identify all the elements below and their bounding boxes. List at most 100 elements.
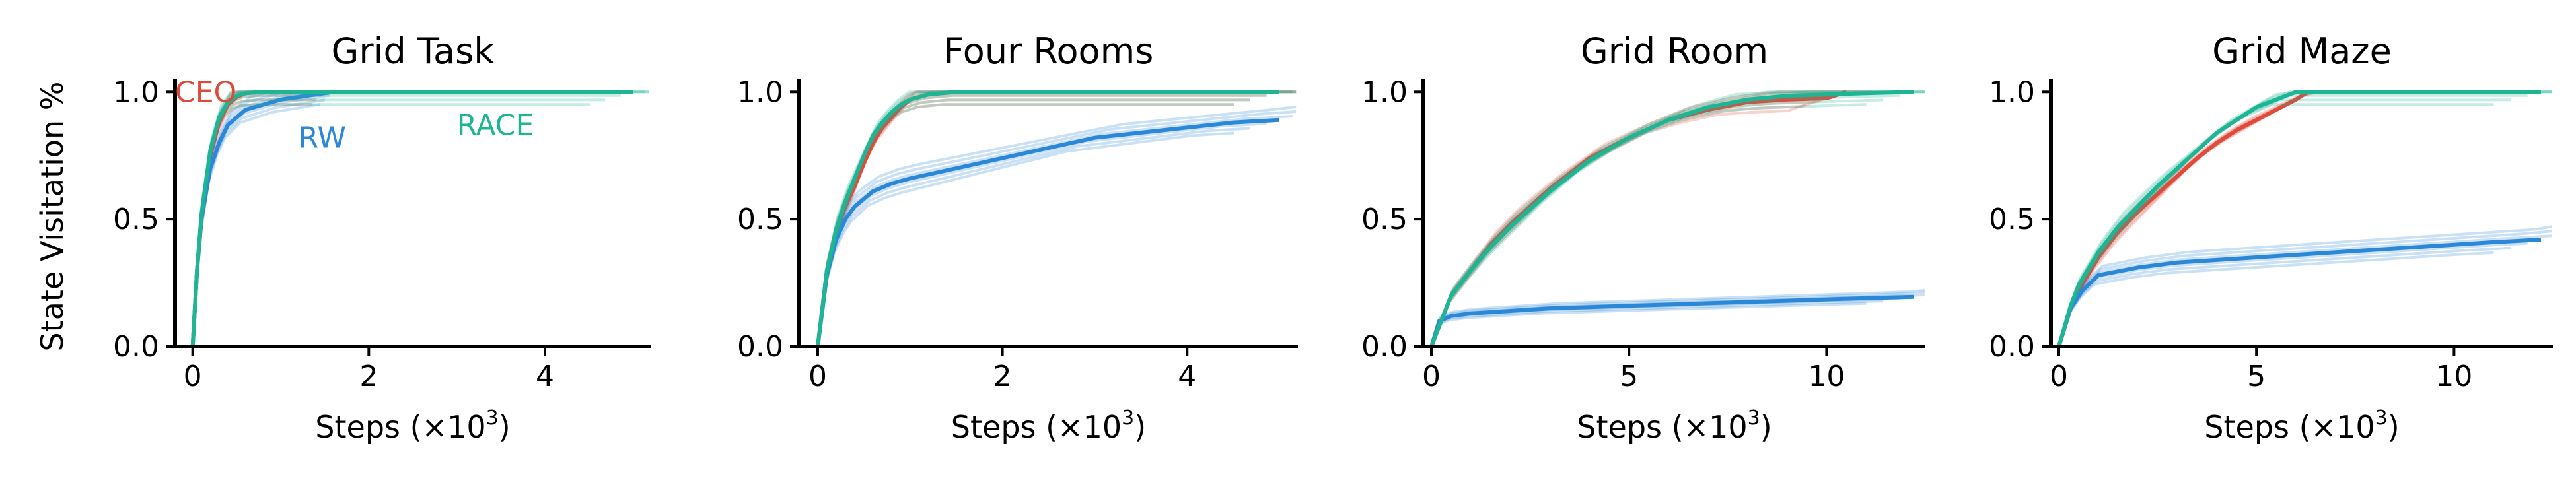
series-line-rw bbox=[1429, 294, 1914, 347]
seed-line-race bbox=[191, 90, 645, 347]
seed-line-rw bbox=[816, 110, 1297, 347]
series-race bbox=[190, 90, 649, 347]
x-axis-label: Steps (×103) bbox=[951, 407, 1146, 445]
seed-line-rw bbox=[816, 127, 1251, 347]
x-tick-label: 10 bbox=[1808, 360, 1845, 393]
panel-grid-task: Grid Task 0 2 4 0.0 0.5 1.0 Steps (×103) CEO RW RA… bbox=[113, 30, 651, 445]
seed-line-race bbox=[1430, 103, 1867, 347]
seed-line-rw bbox=[1430, 288, 1925, 347]
seed-line-rw bbox=[2057, 225, 2553, 347]
seed-line-race bbox=[2057, 98, 2511, 347]
seed-line-race bbox=[816, 103, 1234, 347]
seed-line-ceo bbox=[816, 103, 1234, 347]
panel-title: Four Rooms bbox=[944, 30, 1154, 72]
series-line-race bbox=[190, 90, 633, 347]
seed-line-rw bbox=[1430, 291, 1925, 347]
seed-line-rw bbox=[2057, 230, 2552, 347]
series-rw bbox=[816, 105, 1297, 347]
y-tick-label: 0.5 bbox=[737, 203, 783, 236]
seed-line-rw bbox=[816, 131, 1234, 347]
x-axis-label-main: Steps (×10 bbox=[951, 409, 1122, 445]
seed-line-rw bbox=[2057, 246, 2511, 347]
series-race bbox=[816, 90, 1297, 347]
seed-line-race bbox=[191, 90, 649, 347]
y-tick-label: 1.0 bbox=[737, 75, 783, 109]
series-line-race bbox=[1429, 90, 1914, 348]
seed-line-rw bbox=[1430, 300, 1884, 347]
x-tick-label: 5 bbox=[2247, 360, 2266, 393]
seed-line-ceo bbox=[2057, 94, 2302, 347]
series-line-race bbox=[816, 90, 1279, 347]
y-axis-label: State Visitation % bbox=[34, 81, 70, 351]
x-tick-label: 2 bbox=[359, 360, 378, 393]
series-race bbox=[2057, 90, 2552, 347]
seed-line-ceo bbox=[2057, 98, 2293, 347]
x-tick-label: 5 bbox=[1620, 360, 1638, 393]
x-axis-label-main: Steps (×10 bbox=[1577, 409, 1747, 445]
x-tick-label: 2 bbox=[993, 360, 1012, 393]
series-rw bbox=[2057, 225, 2553, 347]
panel-four-rooms: Four Rooms 0 2 4 0.0 0.5 1.0 Steps (×103) bbox=[737, 30, 1298, 445]
series-rw bbox=[1429, 288, 1925, 347]
x-tick-label: 4 bbox=[536, 360, 554, 393]
x-axis-label-main: Steps (×10 bbox=[2204, 409, 2375, 445]
x-axis-label: Steps (×103) bbox=[2204, 407, 2399, 445]
annotation-ceo: CEO bbox=[175, 75, 236, 109]
annotation-rw: RW bbox=[299, 121, 346, 155]
y-tick-label: 0.5 bbox=[113, 203, 159, 236]
x-tick-label: 0 bbox=[1422, 360, 1441, 393]
panel-grid-room: Grid Room 0 5 10 0.0 0.5 1.0 Steps (×103) bbox=[1361, 30, 1925, 445]
series-line-rw bbox=[2057, 238, 2542, 347]
x-axis-label-exponent: 3 bbox=[2375, 407, 2388, 430]
y-tick-label: 1.0 bbox=[1989, 75, 2035, 109]
x-axis-label: Steps (×103) bbox=[1577, 407, 1771, 445]
x-tick-label: 10 bbox=[2435, 360, 2472, 393]
y-tick-label: 1.0 bbox=[113, 75, 159, 109]
series-line-rw bbox=[816, 117, 1280, 347]
x-tick-label: 4 bbox=[1178, 360, 1196, 393]
seed-line-rw bbox=[2057, 251, 2494, 347]
panel-title: Grid Task bbox=[331, 30, 495, 72]
x-axis-label-exponent: 3 bbox=[486, 407, 499, 430]
y-tick-label: 0.0 bbox=[1989, 330, 2035, 364]
panel-grid-maze: Grid Maze 0 5 10 0.0 0.5 1.0 Steps (×103) bbox=[1989, 30, 2553, 445]
seed-line-race bbox=[191, 90, 649, 347]
seed-line-rw bbox=[1430, 302, 1867, 347]
series-race bbox=[1429, 90, 1925, 348]
x-axis-label-close: ) bbox=[499, 409, 511, 445]
panel-title: Grid Room bbox=[1581, 30, 1768, 72]
x-tick-label: 0 bbox=[184, 360, 202, 393]
y-tick-label: 1.0 bbox=[1361, 75, 1408, 109]
x-tick-label: 0 bbox=[808, 360, 827, 393]
y-tick-label: 0.0 bbox=[1361, 330, 1408, 364]
seed-line-rw bbox=[816, 105, 1297, 347]
x-axis-label-close: ) bbox=[1760, 409, 1772, 445]
x-axis-label-main: Steps (×10 bbox=[315, 409, 485, 445]
series-line-race bbox=[2057, 90, 2541, 347]
seed-line-race bbox=[1430, 90, 1925, 347]
seed-line-ceo bbox=[1430, 90, 1887, 347]
seed-line-ceo bbox=[2057, 90, 2316, 347]
y-tick-label: 0.0 bbox=[737, 330, 783, 364]
seed-line-race bbox=[191, 98, 606, 347]
annotation-race: RACE bbox=[457, 108, 534, 142]
x-axis-label-exponent: 3 bbox=[1748, 407, 1760, 430]
series-line-ceo bbox=[2057, 90, 2309, 347]
y-tick-label: 0.5 bbox=[1361, 203, 1408, 236]
seed-line-ceo bbox=[2057, 90, 2332, 347]
x-axis-label-exponent: 3 bbox=[1122, 407, 1134, 430]
seed-line-ceo bbox=[2057, 103, 2285, 347]
series-ceo bbox=[2057, 90, 2332, 347]
x-axis-label-close: ) bbox=[2388, 409, 2400, 445]
seed-line-race bbox=[2057, 103, 2494, 347]
y-tick-label: 0.0 bbox=[113, 330, 159, 364]
x-axis-label: Steps (×103) bbox=[315, 407, 510, 445]
x-tick-label: 0 bbox=[2050, 360, 2068, 393]
panel-title: Grid Maze bbox=[2212, 30, 2392, 72]
seed-line-ceo bbox=[2057, 90, 2324, 347]
x-axis-label-close: ) bbox=[1134, 409, 1146, 445]
seed-line-race bbox=[191, 94, 621, 347]
seed-line-rw bbox=[2057, 242, 2528, 347]
